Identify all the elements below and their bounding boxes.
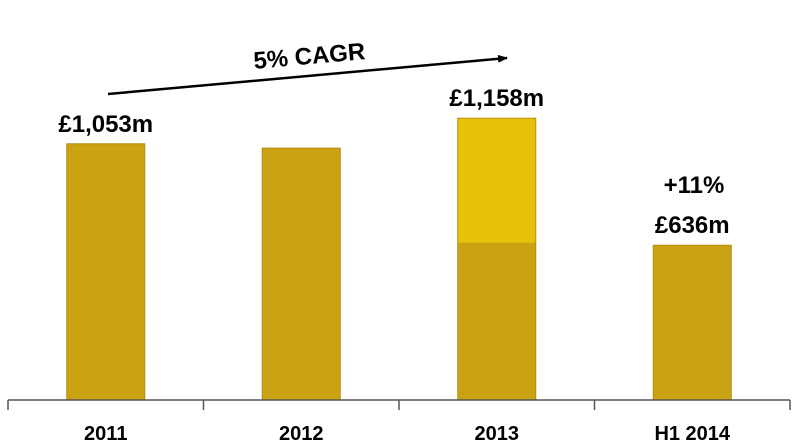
x-tick-label: 2013 (475, 423, 520, 445)
bar-h1-2014 (652, 244, 732, 401)
bars-group (66, 117, 732, 401)
x-axis (7, 399, 791, 410)
value-label-2011: £1,053m (58, 111, 153, 138)
value-labels-group: £1,053m £1,158m £636m (58, 85, 729, 239)
x-tick-label: 2012 (279, 423, 324, 445)
cagr-annotation: 5% CAGR (252, 38, 366, 75)
bar-2012 (261, 147, 341, 401)
value-label-h1-2014: £636m (655, 212, 730, 239)
bar-2011 (66, 143, 146, 401)
bar-2013-upper-segment (458, 118, 536, 243)
x-tick-label: H1 2014 (654, 423, 730, 445)
growth-label: +11% (664, 172, 725, 199)
cagr-arrow (107, 54, 508, 96)
value-label-2013: £1,158m (449, 85, 544, 112)
x-tick-labels: 2011 2012 2013 H1 2014 (84, 423, 731, 445)
x-tick-label: 2011 (84, 423, 127, 445)
